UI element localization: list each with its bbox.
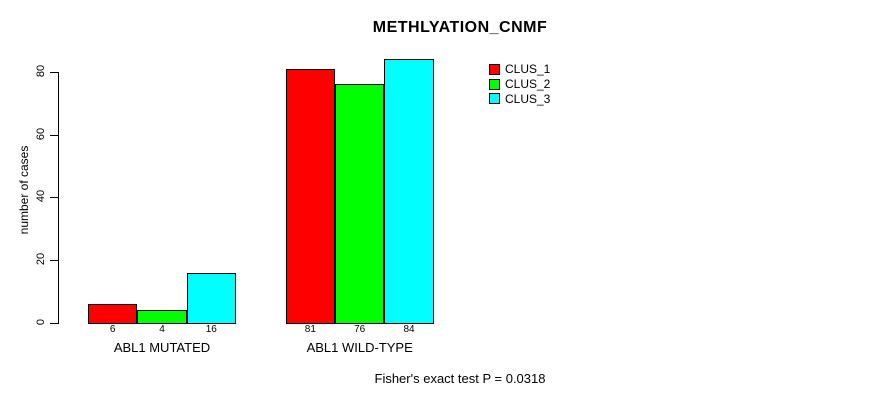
legend-label: CLUS_1 [505,62,551,77]
legend-item-clus_1: CLUS_1 [489,62,550,77]
bar-clus_1-mutated [88,304,138,324]
legend-swatch-icon [489,78,500,90]
bar-clus_3-mutated [186,272,236,324]
bar-value-label: 16 [205,324,217,335]
legend-label: CLUS_3 [505,91,551,106]
y-axis-tick [50,71,58,73]
bar-value-label: 81 [304,324,316,335]
y-tick-label: 60 [35,127,47,140]
bar-value-label: 84 [403,324,415,335]
category-label: ABL1 MUTATED [113,340,211,355]
y-tick-label: 40 [35,190,47,203]
legend-item-clus_2: CLUS_2 [489,77,550,92]
chart-title: METHLYATION_CNMF [372,19,548,36]
bar-value-label: 6 [109,324,116,335]
y-tick-label: 0 [35,318,47,326]
bar-value-label: 4 [159,324,165,335]
y-axis-title: number of cases [17,145,31,235]
bar-value-label: 76 [354,324,366,335]
y-axis-line [58,71,59,324]
legend: CLUS_1 CLUS_2 CLUS_3 [489,62,550,106]
y-axis-tick [50,323,58,324]
y-tick-label: 80 [35,64,47,77]
y-axis-tick [50,260,58,262]
category-label: ABL1 WILD-TYPE [306,340,413,355]
y-axis-tick [50,197,58,199]
y-axis-tick [50,134,58,136]
bar-clus_2-wildtype [335,84,385,324]
bar-clus_3-wildtype [384,59,434,324]
legend-swatch-icon [489,63,500,75]
legend-label: CLUS_2 [505,77,551,92]
fisher-test-annotation: Fisher's exact test P = 0.0318 [374,371,546,386]
bar-clus_2-mutated [137,310,187,324]
y-tick-label: 20 [35,253,47,266]
legend-swatch-icon [489,93,500,105]
bar-clus_1-wildtype [285,68,336,324]
legend-item-clus_3: CLUS_3 [489,91,550,106]
